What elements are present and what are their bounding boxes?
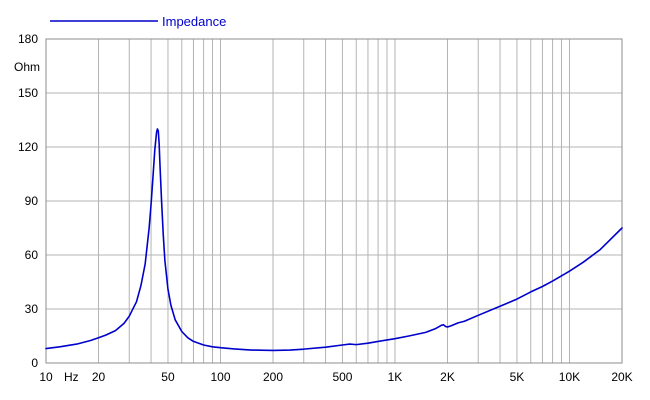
x-tick-label: 10 <box>39 370 53 384</box>
y-tick-label: 120 <box>18 140 38 154</box>
series-layer <box>45 128 623 352</box>
x-tick-label: 200 <box>263 370 283 384</box>
x-tick-label: 2K <box>440 370 455 384</box>
grid <box>45 38 623 364</box>
y-axis-unit-label: Ohm <box>14 60 40 74</box>
x-tick-label: 20K <box>611 370 632 384</box>
legend: Impedance <box>50 14 226 29</box>
y-tick-label: 30 <box>25 302 39 316</box>
y-tick-label: 180 <box>18 32 38 46</box>
y-tick-label: 60 <box>25 248 39 262</box>
y-tick-label: 150 <box>18 86 38 100</box>
x-tick-label: 100 <box>210 370 230 384</box>
x-tick-label: 20 <box>92 370 106 384</box>
tick-labels: 0 30 60 90 120 150 180 10 20 50 100 200 500 1K 2K 5K 10K… <box>18 32 633 384</box>
y-tick-label: 0 <box>31 356 38 370</box>
x-tick-label: 1K <box>388 370 403 384</box>
x-tick-label: 10K <box>559 370 580 384</box>
x-tick-label: 5K <box>510 370 525 384</box>
y-tick-label: 90 <box>25 194 39 208</box>
series-line-impedance <box>45 128 623 352</box>
x-axis-unit-label: Hz <box>64 370 79 384</box>
plot-frame <box>45 38 623 364</box>
x-tick-label: 50 <box>161 370 175 384</box>
x-tick-label: 500 <box>332 370 352 384</box>
legend-label-impedance: Impedance <box>162 14 226 29</box>
